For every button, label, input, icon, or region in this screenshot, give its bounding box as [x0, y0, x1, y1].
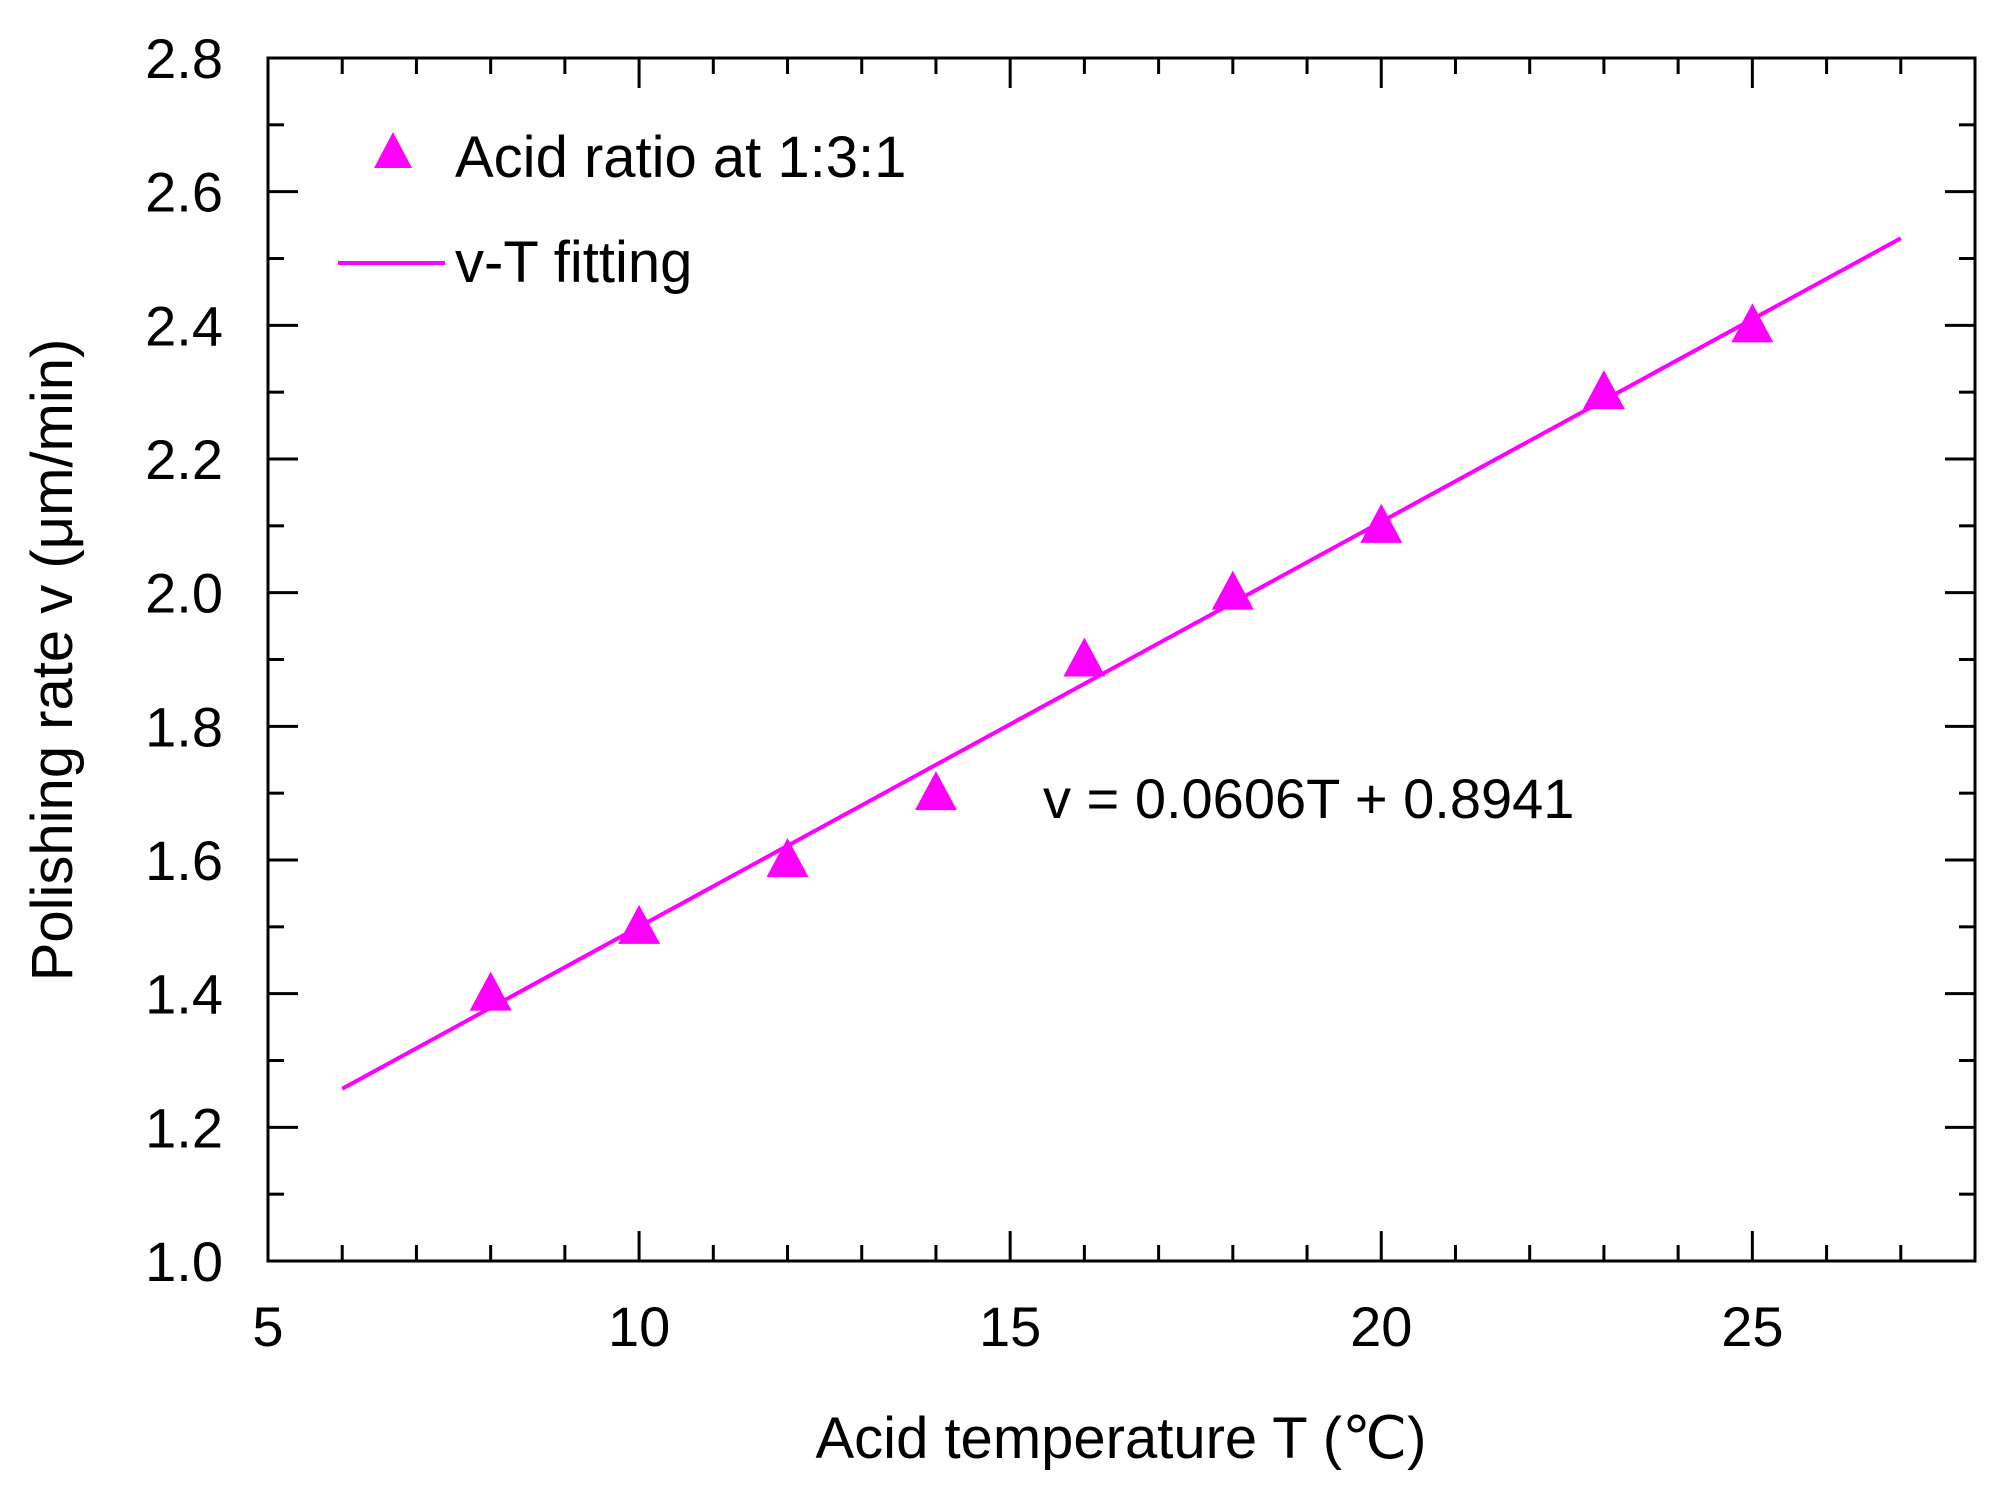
legend-scatter-label: Acid ratio at 1:3:1 [455, 125, 906, 190]
y-tick-label: 1.8 [145, 695, 223, 758]
legend: Acid ratio at 1:3:1 v-T fitting [338, 125, 906, 295]
x-axis-label: Acid temperature T (℃) [816, 1406, 1427, 1471]
data-point [1063, 637, 1106, 677]
x-tick-label: 20 [1350, 1295, 1412, 1358]
y-tick-label: 2.2 [145, 428, 223, 491]
y-tick-label: 2.4 [145, 294, 223, 357]
data-point [1360, 503, 1403, 543]
y-tick-label: 1.6 [145, 829, 223, 892]
y-tick-label: 1.0 [145, 1230, 223, 1293]
x-tick-label: 10 [608, 1295, 670, 1358]
data-point [1582, 370, 1625, 410]
data-point-layer [469, 303, 1774, 1011]
y-axis-ticks: 1.0 1.2 1.4 1.6 1.8 2.0 2.2 2.4 2.6 2.8 [145, 27, 1975, 1293]
data-point [766, 838, 809, 877]
x-tick-label: 5 [252, 1295, 283, 1358]
fit-equation: v = 0.0606T + 0.8941 [1043, 767, 1574, 830]
data-point [914, 771, 957, 811]
legend-fit-label: v-T fitting [455, 230, 692, 295]
data-point [469, 971, 512, 1011]
y-tick-label: 2.8 [145, 27, 223, 90]
y-tick-label: 1.2 [145, 1096, 223, 1159]
data-point [1211, 570, 1254, 610]
y-tick-label: 2.6 [145, 161, 223, 224]
fit-line-layer [341, 236, 1902, 1091]
data-point [618, 904, 661, 944]
y-tick-label: 1.4 [145, 963, 223, 1026]
y-axis-label: Polishing rate v (μm/min) [20, 339, 85, 982]
x-tick-label: 15 [979, 1295, 1041, 1358]
x-axis-ticks: 5 10 15 20 25 [252, 58, 1977, 1358]
fit-line [341, 236, 1902, 1091]
y-tick-label: 2.0 [145, 562, 223, 625]
data-point [1731, 303, 1774, 343]
legend-triangle-marker [374, 132, 412, 168]
x-tick-label: 25 [1721, 1295, 1783, 1358]
